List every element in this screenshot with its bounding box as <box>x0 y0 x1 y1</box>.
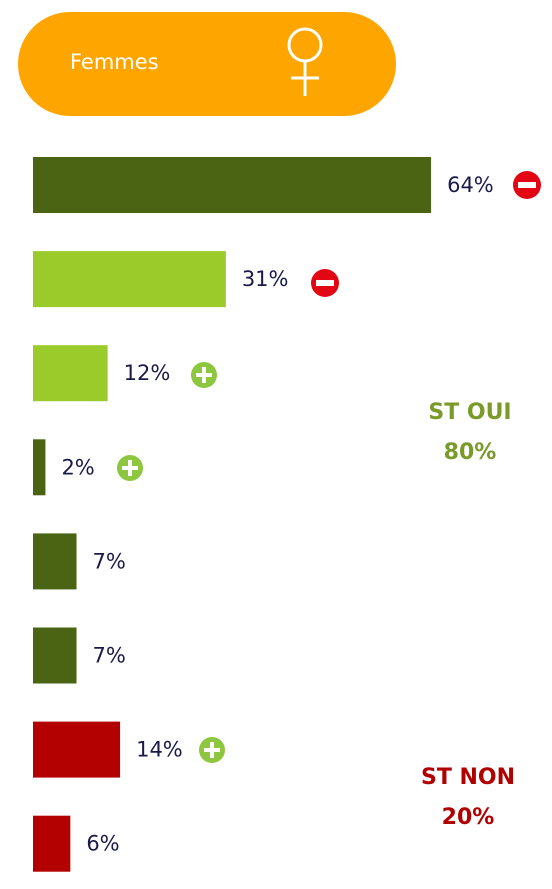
venus-icon <box>287 27 323 96</box>
value-label: 2% <box>61 455 94 479</box>
bar <box>33 251 226 308</box>
bar <box>33 439 46 496</box>
value-label: 31% <box>242 267 289 291</box>
summary-label: ST OUI <box>428 400 511 425</box>
summary-label: 80% <box>444 440 497 465</box>
value-label: 12% <box>124 361 171 385</box>
value-label: 64% <box>447 173 494 197</box>
minus-icon <box>311 269 339 297</box>
bar <box>33 627 77 684</box>
minus-icon <box>513 171 541 199</box>
badge <box>18 12 396 116</box>
bar <box>33 815 71 872</box>
plus-icon <box>191 362 217 388</box>
bar <box>33 345 108 402</box>
summary-label: 20% <box>442 805 495 830</box>
plus-icon <box>199 737 225 763</box>
plus-icon <box>117 455 143 481</box>
bar <box>33 157 432 213</box>
value-label: 7% <box>93 644 126 668</box>
value-label: 7% <box>93 549 126 573</box>
value-label: 6% <box>86 832 119 856</box>
bar <box>33 533 77 590</box>
badge-label: Femmes <box>70 50 159 74</box>
value-label: 14% <box>136 738 183 762</box>
bar <box>33 721 121 778</box>
summary-label: ST NON <box>421 765 515 790</box>
